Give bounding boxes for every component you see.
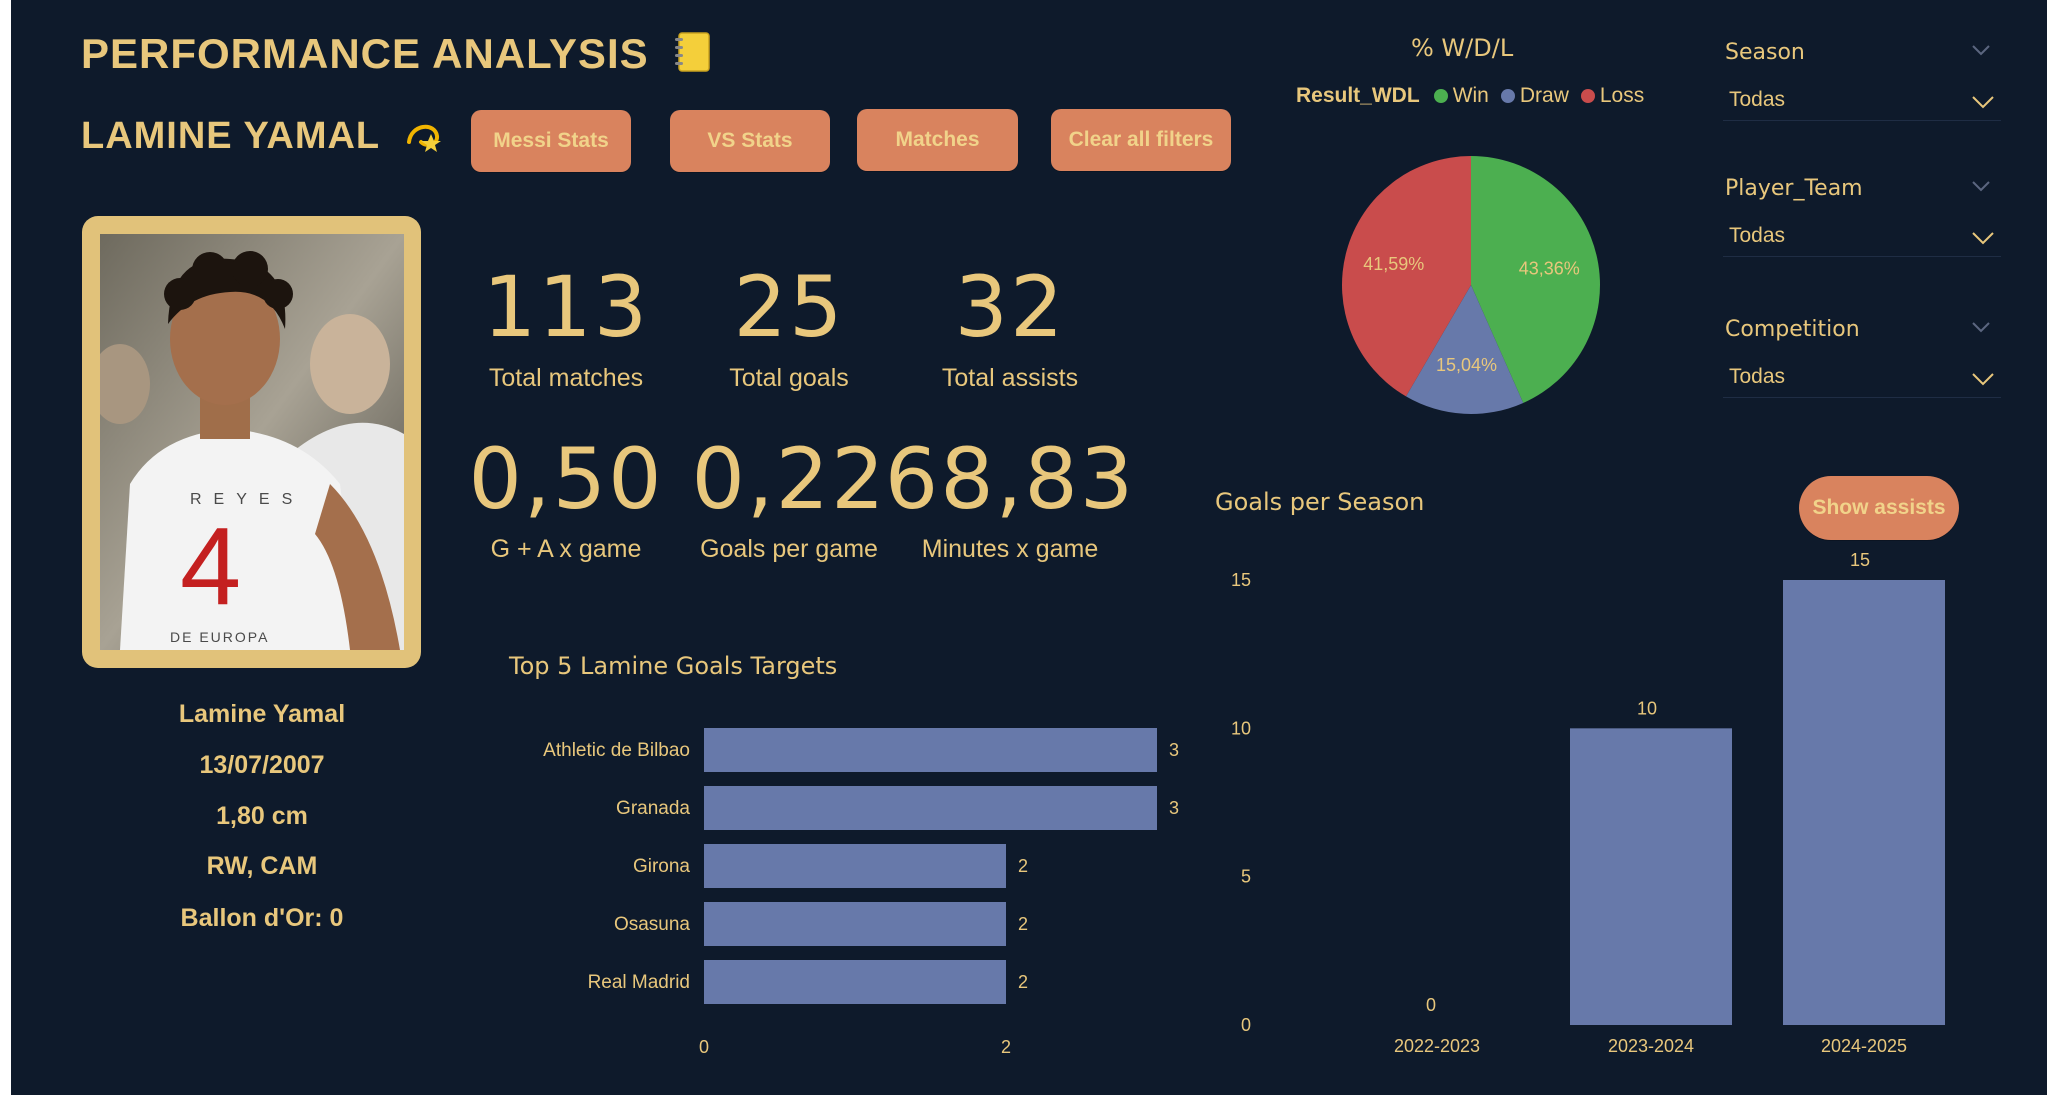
kpi-goals-per-game-value: 0,22 [691, 430, 887, 528]
shirt-bottom-text: DE EUROPA [170, 629, 269, 645]
legend-draw-label: Draw [1519, 84, 1569, 107]
pie-slice-win[interactable] [1471, 156, 1600, 403]
y-tick-label: 0 [1241, 1015, 1251, 1035]
goals-targets-bar-chart: Athletic de Bilbao 3 Granada 3 Girona 2 Osasun… [543, 728, 1179, 1057]
bar-value-label: 0 [1426, 995, 1436, 1015]
kpi-minutes-per-game-label: Minutes x game [921, 535, 1099, 563]
x-category-label: 2022-2023 [1394, 1036, 1480, 1056]
kpi-total-goals-value: 25 [733, 258, 845, 356]
goals-per-season-bar-chart: 0 5 10 15 0 2022-2023 10 2023-2024 15 2024-2025 [1231, 550, 1945, 1056]
player-ballon-dor: Ballon d'Or: 0 [180, 904, 344, 932]
kpi-minutes-per-game-value: 68,83 [884, 430, 1136, 528]
season-chart-title: Goals per Season [1215, 488, 1425, 516]
bar-value-label: 3 [1169, 798, 1179, 818]
x-category-label: 2024-2025 [1821, 1036, 1907, 1056]
target-bar[interactable] [704, 786, 1157, 830]
player-title: LAMINE YAMAL [81, 115, 380, 157]
messi-stats-button[interactable]: Messi Stats [471, 110, 631, 172]
kpi-ga-per-game-label: G + A x game [490, 535, 642, 563]
kpi-total-matches-label: Total matches [488, 364, 644, 392]
competition-dropdown[interactable]: Todas [1723, 357, 2001, 398]
notebook-icon [675, 32, 711, 72]
shirt-text: REYES [190, 491, 304, 508]
y-tick-label: 15 [1231, 570, 1251, 590]
bar-value-label: 2 [1018, 972, 1028, 992]
team-dropdown[interactable]: Todas [1723, 216, 2001, 257]
pie-chart-title: % W/D/L [1411, 34, 1514, 62]
target-bar[interactable] [704, 844, 1006, 888]
legend-win-label: Win [1452, 84, 1489, 107]
pie-legend: Result_WDL Win Draw Loss [1296, 84, 1644, 108]
pie-slice-loss[interactable] [1342, 156, 1471, 397]
page-title-row: PERFORMANCE ANALYSIS [81, 30, 713, 78]
target-bar[interactable] [704, 902, 1006, 946]
y-tick-label: 10 [1231, 718, 1251, 738]
player-photo: REYES 4 DE EUROPA [100, 234, 404, 650]
season-slicer-title: Season [1725, 40, 1805, 65]
season-dropdown[interactable]: Todas [1723, 80, 2001, 121]
team-dropdown-value: Todas [1729, 224, 1786, 247]
target-bar[interactable] [704, 728, 1157, 772]
dizzy-star-icon [407, 125, 442, 152]
wdl-pie-chart: 43,36% 15,04% 41,59% [1342, 156, 1600, 414]
competition-collapse-chevron-icon[interactable] [1971, 321, 1991, 333]
season-dropdown-chevron-icon[interactable] [1971, 95, 1995, 109]
legend-loss-swatch [1580, 89, 1595, 103]
category-label: Real Madrid [588, 972, 690, 993]
season-collapse-chevron-icon[interactable] [1971, 44, 1991, 56]
matches-button[interactable]: Matches [857, 109, 1018, 171]
player-position: RW, CAM [206, 852, 318, 880]
bar-value-label: 10 [1637, 698, 1657, 718]
player-photo-frame: REYES 4 DE EUROPA [82, 216, 421, 668]
season-dropdown-value: Todas [1729, 88, 1786, 111]
bar-value-label: 3 [1169, 740, 1179, 760]
legend-win-swatch [1433, 89, 1448, 103]
season-bar[interactable] [1783, 580, 1945, 1025]
x-tick-label: 2 [1001, 1037, 1011, 1057]
bar-value-label: 2 [1018, 856, 1028, 876]
category-label: Athletic de Bilbao [543, 740, 690, 761]
vs-stats-button[interactable]: VS Stats [670, 110, 830, 172]
season-bar[interactable] [1570, 728, 1732, 1025]
targets-chart-title: Top 5 Lamine Goals Targets [509, 652, 838, 680]
legend-loss-label: Loss [1599, 84, 1645, 107]
team-collapse-chevron-icon[interactable] [1971, 180, 1991, 192]
show-assists-button[interactable]: Show assists [1799, 476, 1959, 540]
kpi-total-matches-value: 113 [482, 258, 650, 356]
y-tick-label: 5 [1241, 867, 1251, 887]
x-tick-label: 0 [699, 1037, 709, 1057]
player-name: Lamine Yamal [178, 700, 346, 728]
target-bar[interactable] [704, 960, 1006, 1004]
bar-value-label: 2 [1018, 914, 1028, 934]
competition-dropdown-chevron-icon[interactable] [1971, 372, 1995, 386]
x-category-label: 2023-2024 [1608, 1036, 1694, 1056]
player-birth-date: 13/07/2007 [199, 751, 325, 779]
team-slicer-title: Player_Team [1725, 176, 1863, 201]
page-title: PERFORMANCE ANALYSIS [81, 30, 649, 77]
player-height: 1,80 cm [216, 802, 308, 830]
pie-label-draw: 15,04% [1436, 355, 1497, 375]
kpi-goals-per-game-label: Goals per game [700, 535, 878, 563]
pie-label-win: 43,36% [1519, 258, 1580, 278]
team-dropdown-chevron-icon[interactable] [1971, 231, 1995, 245]
pie-slice-draw[interactable] [1405, 285, 1524, 414]
pie-label-loss: 41,59% [1363, 254, 1424, 274]
legend-draw-swatch [1500, 89, 1515, 103]
kpi-total-assists-label: Total assists [941, 364, 1079, 392]
pie-legend-title: Result_WDL [1296, 84, 1420, 107]
kpi-ga-per-game-value: 0,50 [468, 430, 664, 528]
competition-dropdown-value: Todas [1729, 365, 1786, 388]
kpi-total-goals-label: Total goals [729, 364, 849, 392]
competition-slicer-title: Competition [1725, 317, 1860, 342]
category-label: Girona [633, 856, 690, 877]
shirt-number: 4 [180, 505, 241, 628]
category-label: Osasuna [614, 914, 690, 935]
player-title-row: LAMINE YAMAL [81, 112, 445, 158]
clear-filters-button[interactable]: Clear all filters [1051, 109, 1231, 171]
dashboard-canvas: PERFORMANCE ANALYSIS LAMINE YAMAL Messi … [11, 0, 2047, 1095]
category-label: Granada [616, 798, 690, 819]
kpi-total-assists-value: 32 [954, 258, 1066, 356]
bar-value-label: 15 [1850, 550, 1870, 570]
